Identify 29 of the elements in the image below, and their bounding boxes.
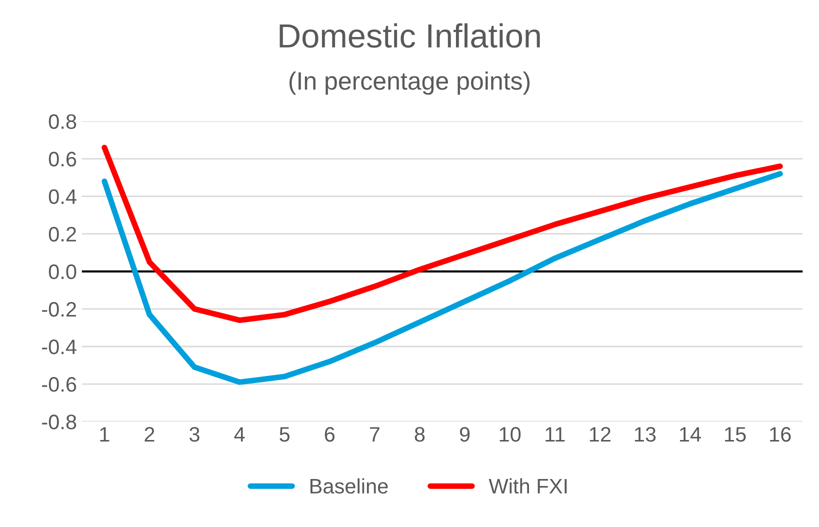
x-tick-label: 10 <box>500 427 521 442</box>
x-tick-label: 14 <box>680 427 701 442</box>
x-tick-label: 8 <box>414 427 425 442</box>
chart-subtitle: (In percentage points) <box>289 71 530 95</box>
x-tick-label: 1 <box>100 427 110 442</box>
x-tick-label: 3 <box>190 427 200 442</box>
x-tick-label: 5 <box>280 427 290 442</box>
chart-title: Domestic Inflation <box>280 23 540 48</box>
x-tick-label: 13 <box>634 427 656 442</box>
legend-label: With FXI <box>488 478 567 494</box>
y-tick-label: -0.2 <box>42 302 76 317</box>
legend-label: Baseline <box>310 478 388 494</box>
y-tick-label: 0.8 <box>48 114 76 129</box>
y-tick-label: 0.6 <box>48 152 76 167</box>
x-tick-label: 9 <box>460 427 470 442</box>
x-tick-label: 15 <box>725 427 746 442</box>
y-tick-label: -0.4 <box>42 340 76 354</box>
x-tick-label: 4 <box>234 427 245 442</box>
x-tick-label: 7 <box>370 427 380 442</box>
y-tick-label: -0.6 <box>42 377 76 392</box>
y-tick-label: 0.4 <box>48 189 76 204</box>
y-tick-label: 0.0 <box>48 264 76 280</box>
x-tick-label: 11 <box>546 427 565 442</box>
x-tick-label: 16 <box>770 427 791 442</box>
y-tick-label: 0.2 <box>48 226 76 242</box>
x-tick-label: 6 <box>324 427 335 442</box>
x-tick-label: 2 <box>144 427 154 442</box>
y-tick-label: -0.8 <box>42 414 76 430</box>
x-tick-label: 12 <box>590 427 610 442</box>
